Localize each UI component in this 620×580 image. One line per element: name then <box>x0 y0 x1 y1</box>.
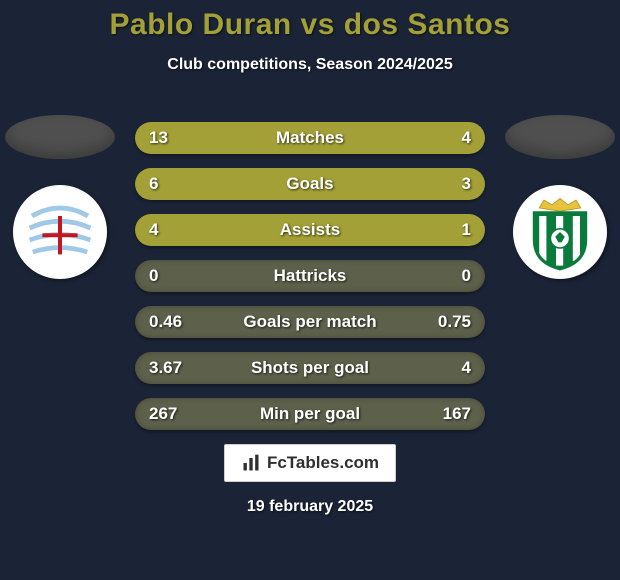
stat-value-right: 0 <box>462 260 471 292</box>
page-title: Pablo Duran vs dos Santos <box>0 0 620 42</box>
bar-chart-icon <box>241 453 261 473</box>
stat-row: 13 Matches 4 <box>135 122 485 154</box>
stat-label: Matches <box>135 122 485 154</box>
stat-value-right: 4 <box>462 352 471 384</box>
stat-label: Goals <box>135 168 485 200</box>
player-left-silhouette <box>5 115 115 159</box>
stat-value-right: 1 <box>462 214 471 246</box>
player-right-column <box>500 115 620 279</box>
stat-row: 267 Min per goal 167 <box>135 398 485 430</box>
celta-crest-icon <box>20 192 100 272</box>
stat-value-right: 4 <box>462 122 471 154</box>
stat-row: 0.46 Goals per match 0.75 <box>135 306 485 338</box>
stat-label: Hattricks <box>135 260 485 292</box>
stat-row: 0 Hattricks 0 <box>135 260 485 292</box>
brand-text: FcTables.com <box>267 453 379 473</box>
stat-value-right: 3 <box>462 168 471 200</box>
date-text: 19 february 2025 <box>247 498 373 516</box>
stat-label: Goals per match <box>135 306 485 338</box>
betis-crest-icon <box>520 192 600 272</box>
footer: FcTables.com 19 february 2025 <box>0 444 620 516</box>
brand-badge: FcTables.com <box>224 444 396 482</box>
stat-label: Shots per goal <box>135 352 485 384</box>
stat-value-right: 167 <box>443 398 471 430</box>
stat-row: 3.67 Shots per goal 4 <box>135 352 485 384</box>
subtitle: Club competitions, Season 2024/2025 <box>0 56 620 74</box>
stat-bars: 13 Matches 4 6 Goals 3 4 Assists 1 0 Hat… <box>135 122 485 430</box>
stat-value-right: 0.75 <box>438 306 471 338</box>
club-badge-left <box>13 185 107 279</box>
club-badge-right <box>513 185 607 279</box>
player-right-silhouette <box>505 115 615 159</box>
stat-label: Min per goal <box>135 398 485 430</box>
stat-row: 6 Goals 3 <box>135 168 485 200</box>
stat-label: Assists <box>135 214 485 246</box>
player-left-column <box>0 115 120 279</box>
stat-row: 4 Assists 1 <box>135 214 485 246</box>
comparison-infographic: Pablo Duran vs dos Santos Club competiti… <box>0 0 620 580</box>
